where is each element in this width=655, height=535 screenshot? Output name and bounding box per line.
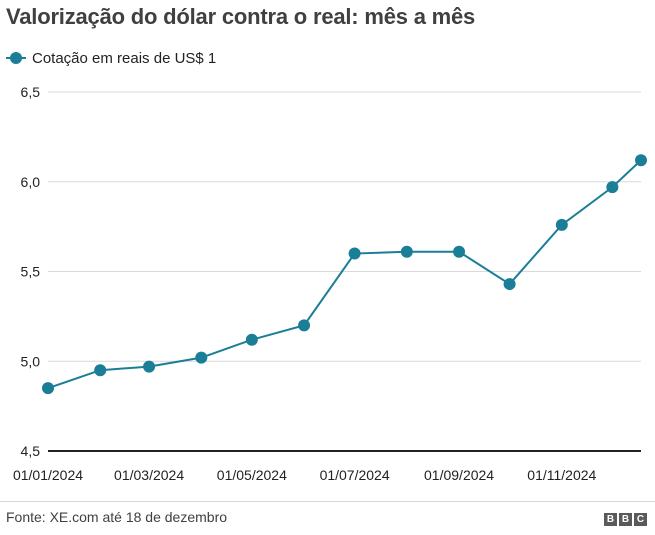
x-tick-label: 01/09/2024 — [424, 467, 494, 483]
y-axis-ticks: 4,5 5,0 5,5 6,0 6,5 — [21, 84, 41, 459]
x-tick-label: 01/01/2024 — [13, 467, 83, 483]
line-chart: 4,55,05,56,06,5 01/01/2024 01/03/2024 01/0… — [13, 84, 647, 483]
gridlines — [48, 91, 641, 452]
data-point — [143, 360, 156, 373]
x-tick-label: 01/03/2024 — [114, 467, 184, 483]
series-line — [47, 159, 642, 390]
y-tick-label: 6,0 — [21, 174, 41, 190]
x-tick-label: 01/05/2024 — [217, 467, 287, 483]
y-tick-label: 6,5 — [21, 84, 41, 100]
logo-block-c: C — [634, 513, 647, 526]
data-point — [195, 351, 208, 364]
data-point — [400, 245, 413, 258]
data-point — [503, 278, 516, 291]
chart-title: Valorização do dólar contra o real: mês … — [6, 4, 476, 29]
data-point — [348, 247, 361, 260]
y-tick-label: 5,5 — [21, 264, 41, 280]
data-point — [245, 333, 258, 346]
legend: Cotação em reais de US$ 1 — [6, 48, 216, 68]
data-point — [94, 364, 107, 377]
data-point — [606, 181, 619, 194]
logo-block-b1: B — [604, 513, 617, 526]
data-point — [453, 245, 466, 258]
source-note: Fonte: XE.com até 18 de dezembro — [6, 509, 228, 525]
y-tick-label: 4,5 — [21, 443, 41, 459]
bbc-logo: B B C — [604, 513, 647, 526]
data-point — [555, 218, 568, 231]
y-tick-label: 5,0 — [21, 353, 41, 369]
legend-line-dot-icon — [6, 51, 26, 65]
x-tick-label: 01/11/2024 — [527, 467, 596, 483]
data-point — [635, 154, 647, 167]
logo-block-b2: B — [619, 513, 632, 526]
data-point — [42, 382, 54, 395]
x-tick-label: 01/07/2024 — [320, 467, 390, 483]
x-axis-ticks: 01/01/2024 01/03/2024 01/05/2024 01/07/2024… — [13, 467, 597, 483]
legend-label: Cotação em reais de US$ 1 — [32, 49, 217, 67]
series-layer — [42, 154, 647, 395]
data-point — [298, 319, 311, 332]
footer-divider — [0, 501, 655, 502]
